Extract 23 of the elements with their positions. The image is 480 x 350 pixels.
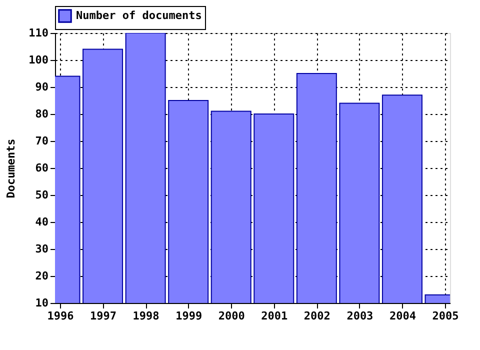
x-tick-label: 2005 (432, 310, 459, 322)
y-tick-label: 110 (28, 26, 48, 40)
y-tick-label: 10 (35, 296, 48, 310)
y-tick-label: 100 (28, 54, 48, 66)
y-tick-label: 30 (35, 242, 48, 256)
x-tick-label: 1999 (176, 310, 202, 322)
x-tick-label: 1997 (90, 310, 117, 322)
y-axis-title: Documents (4, 138, 18, 198)
y-tick-label: 90 (35, 80, 48, 94)
x-tick-label: 2003 (346, 310, 374, 322)
y-tick-label: 80 (35, 108, 48, 120)
x-tick-label: 1998 (132, 310, 160, 322)
y-tick-label: 70 (35, 134, 48, 148)
y-tick-label: 60 (35, 162, 48, 174)
y-tick-label: 50 (35, 188, 48, 202)
x-tick-label: 2004 (389, 310, 416, 322)
x-tick-label: 2000 (218, 310, 245, 322)
legend-label: Number of documents (76, 9, 202, 22)
x-tick-label: 2001 (261, 310, 288, 322)
x-tick-label: 2002 (304, 310, 330, 322)
x-tick-label: 1996 (47, 310, 74, 322)
y-tick-label: 20 (35, 270, 48, 282)
y-tick-label: 40 (35, 216, 48, 228)
